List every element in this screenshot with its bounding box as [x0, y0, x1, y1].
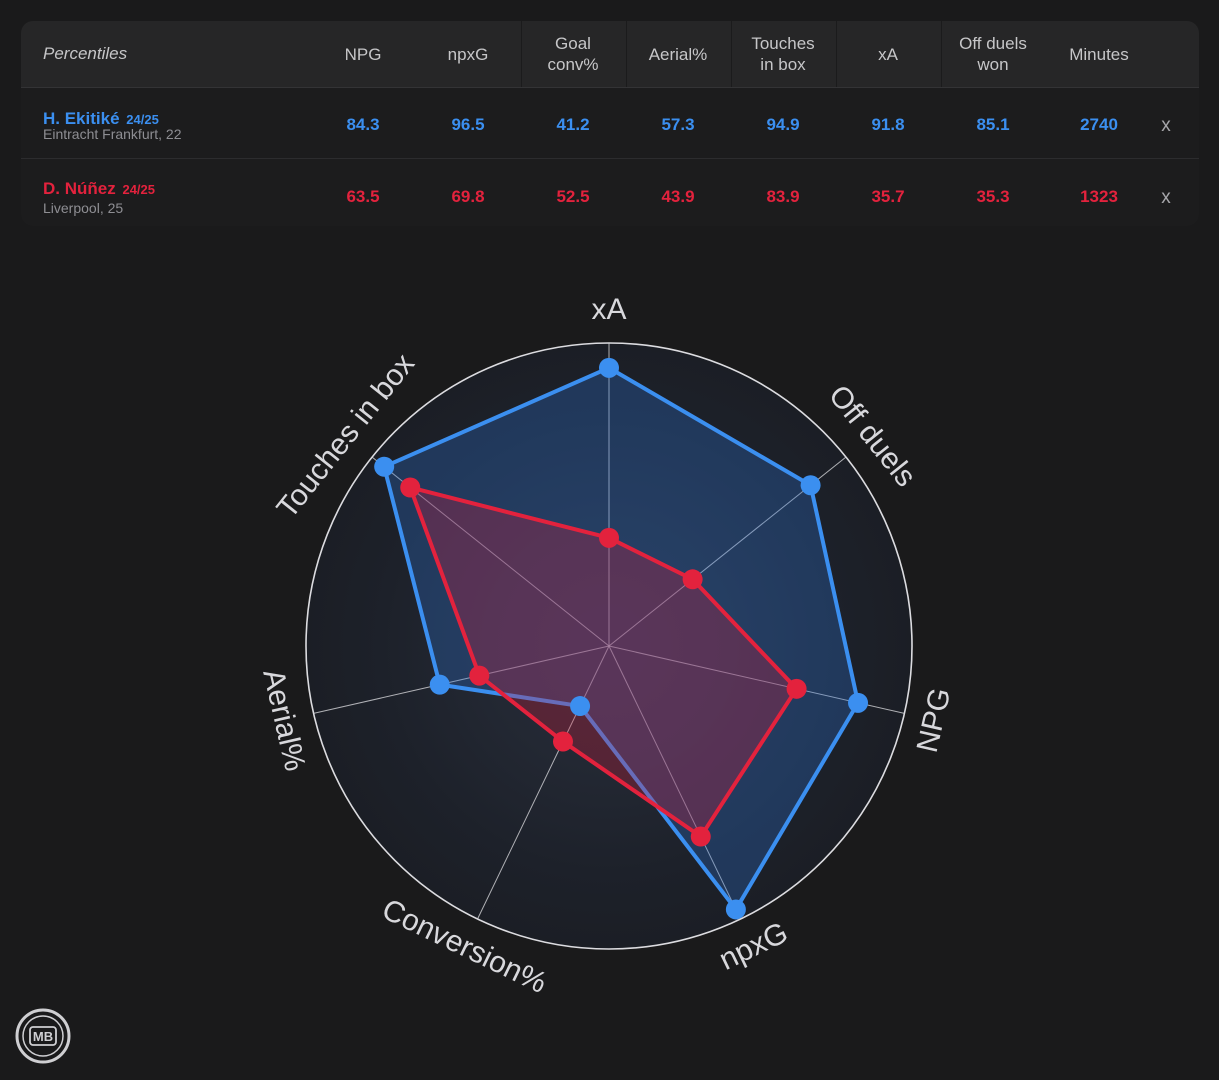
column-divider — [731, 21, 732, 87]
column-divider — [941, 21, 942, 87]
axis-label: Touches in box — [271, 348, 422, 525]
series-ekitike-point — [800, 475, 821, 496]
series-ekitike-point — [570, 696, 591, 717]
axis-label: Conversion% — [377, 893, 552, 1000]
series-ekitike-area — [382, 365, 861, 912]
axis-label: xA — [591, 293, 626, 326]
column-header-off-duels-won[interactable]: Off duels won — [959, 34, 1027, 74]
value-goal-conv: 41.2 — [556, 115, 590, 134]
player-club-age: Liverpool, 25 — [43, 200, 124, 216]
value-touches-in-box: 94.9 — [766, 115, 800, 134]
radar-spoke — [371, 456, 610, 647]
column-header-goal-conv[interactable]: Goal conv% — [547, 34, 599, 74]
series-ekitike-point — [429, 674, 450, 695]
column-divider — [626, 21, 627, 87]
row-divider — [21, 158, 1199, 159]
column-header-aerial[interactable]: Aerial% — [648, 44, 708, 64]
mb-logo-icon: MB — [15, 1008, 71, 1064]
value-off-duels-won: 85.1 — [976, 115, 1010, 134]
value-npg: 84.3 — [346, 115, 380, 134]
column-header-touches-in-box[interactable]: Touches in box — [751, 34, 815, 74]
series-nunez-point — [690, 826, 711, 847]
series-ekitike-point — [848, 692, 869, 713]
column-header-xa[interactable]: xA — [878, 44, 898, 64]
column-header-npg[interactable]: NPG — [344, 44, 382, 64]
axis-label: Aerial% — [256, 666, 311, 774]
table-header: Percentiles NPG npxG Goal conv% Aerial% T… — [21, 21, 1199, 88]
series-nunez-point — [400, 477, 421, 498]
header-label: Percentiles — [43, 44, 128, 63]
radar-background — [306, 343, 912, 949]
value-aerial: 43.9 — [661, 187, 695, 206]
value-npxg: 96.5 — [451, 115, 485, 134]
value-npxg: 69.8 — [451, 187, 485, 206]
radar-spoke — [608, 645, 905, 714]
table-row: H. Ekitiké 24/25 Eintracht Frankfurt, 22… — [21, 87, 1199, 159]
value-aerial: 57.3 — [661, 115, 695, 134]
series-ekitike-point — [374, 456, 395, 477]
value-goal-conv: 52.5 — [556, 187, 590, 206]
svg-text:MB: MB — [33, 1029, 53, 1044]
player-name[interactable]: H. Ekitiké 24/25 — [43, 109, 159, 128]
series-nunez-point — [599, 527, 619, 548]
series-nunez-point — [469, 665, 490, 686]
column-divider — [521, 21, 522, 87]
remove-player-button[interactable]: x — [1161, 187, 1171, 208]
axis-label: Off duels — [822, 379, 922, 493]
player-season: 24/25 — [126, 112, 159, 127]
radar-spoke — [608, 645, 741, 920]
value-xa: 35.7 — [871, 187, 905, 206]
table-row: D. Núñez 24/25 Liverpool, 25 63.5 69.8 5… — [21, 159, 1199, 231]
player-name[interactable]: D. Núñez 24/25 — [43, 179, 156, 198]
radar-outer-ring — [305, 342, 913, 950]
value-minutes: 1323 — [1080, 187, 1118, 206]
series-ekitike-point — [725, 899, 746, 920]
column-divider — [836, 21, 837, 87]
axis-label: NPG — [911, 685, 958, 756]
percentiles-table: Percentiles NPG npxG Goal conv% Aerial% T… — [21, 21, 1199, 226]
player-season: 24/25 — [122, 182, 156, 197]
remove-player-button[interactable]: x — [1161, 115, 1171, 136]
value-touches-in-box: 83.9 — [766, 187, 800, 206]
value-xa: 91.8 — [871, 115, 905, 134]
value-minutes: 2740 — [1080, 115, 1118, 134]
column-header-minutes[interactable]: Minutes — [1069, 44, 1129, 64]
radar-spoke — [313, 645, 610, 714]
series-nunez-area — [408, 485, 799, 839]
radar-spoke — [608, 456, 847, 647]
series-nunez-point — [552, 731, 573, 752]
series-ekitike-point — [599, 357, 619, 378]
series-nunez-point — [682, 569, 703, 590]
radar-spoke — [477, 645, 610, 920]
player-club-age: Eintracht Frankfurt, 22 — [43, 126, 182, 142]
value-npg: 63.5 — [346, 187, 380, 206]
column-header-npxg[interactable]: npxG — [447, 44, 489, 64]
series-nunez-point — [786, 678, 807, 699]
axis-label: npxG — [714, 916, 793, 977]
value-off-duels-won: 35.3 — [976, 187, 1010, 206]
